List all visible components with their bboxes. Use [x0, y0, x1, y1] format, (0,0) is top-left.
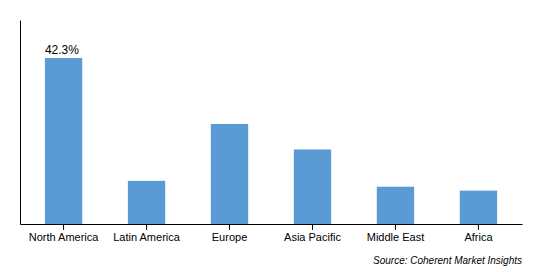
x-tick: Latin America — [113, 224, 181, 243]
bar — [211, 124, 248, 224]
x-tick: Europe — [212, 224, 247, 243]
source-text: Source: Coherent Market Insights — [373, 255, 522, 266]
x-tick-mark — [63, 224, 64, 230]
x-tick-mark — [312, 224, 313, 230]
x-tick-mark — [478, 224, 479, 230]
chart-svg: North America Latin America Europe Asia Pac… — [0, 0, 538, 272]
bars — [45, 58, 497, 224]
y-axis — [20, 21, 21, 225]
x-tick-label: Europe — [212, 231, 247, 243]
chart-container: North America Latin America Europe Asia Pac… — [0, 0, 538, 272]
x-tick-mark — [146, 224, 147, 230]
plot: North America Latin America Europe Asia Pac… — [21, 21, 523, 243]
x-tick-mark — [229, 224, 230, 230]
bar — [45, 58, 82, 224]
x-tick: Middle East — [367, 224, 424, 243]
x-axis: North America Latin America Europe Asia Pac… — [21, 224, 523, 243]
x-tick-label: Africa — [464, 231, 493, 243]
bar — [294, 149, 331, 224]
x-tick: Africa — [464, 224, 493, 243]
y-axis-line — [20, 21, 21, 225]
annotations: 42.3% — [45, 43, 79, 57]
bar — [128, 181, 165, 224]
x-tick: North America — [29, 224, 100, 243]
x-tick: Asia Pacific — [284, 224, 341, 243]
x-tick-label: Latin America — [113, 231, 181, 243]
bar — [377, 187, 414, 224]
bar — [460, 191, 497, 224]
annotation: 42.3% — [45, 43, 79, 57]
x-tick-label: North America — [29, 231, 100, 243]
x-axis-line — [21, 224, 523, 225]
x-tick-mark — [395, 224, 396, 230]
x-tick-label: Middle East — [367, 231, 424, 243]
x-tick-label: Asia Pacific — [284, 231, 341, 243]
